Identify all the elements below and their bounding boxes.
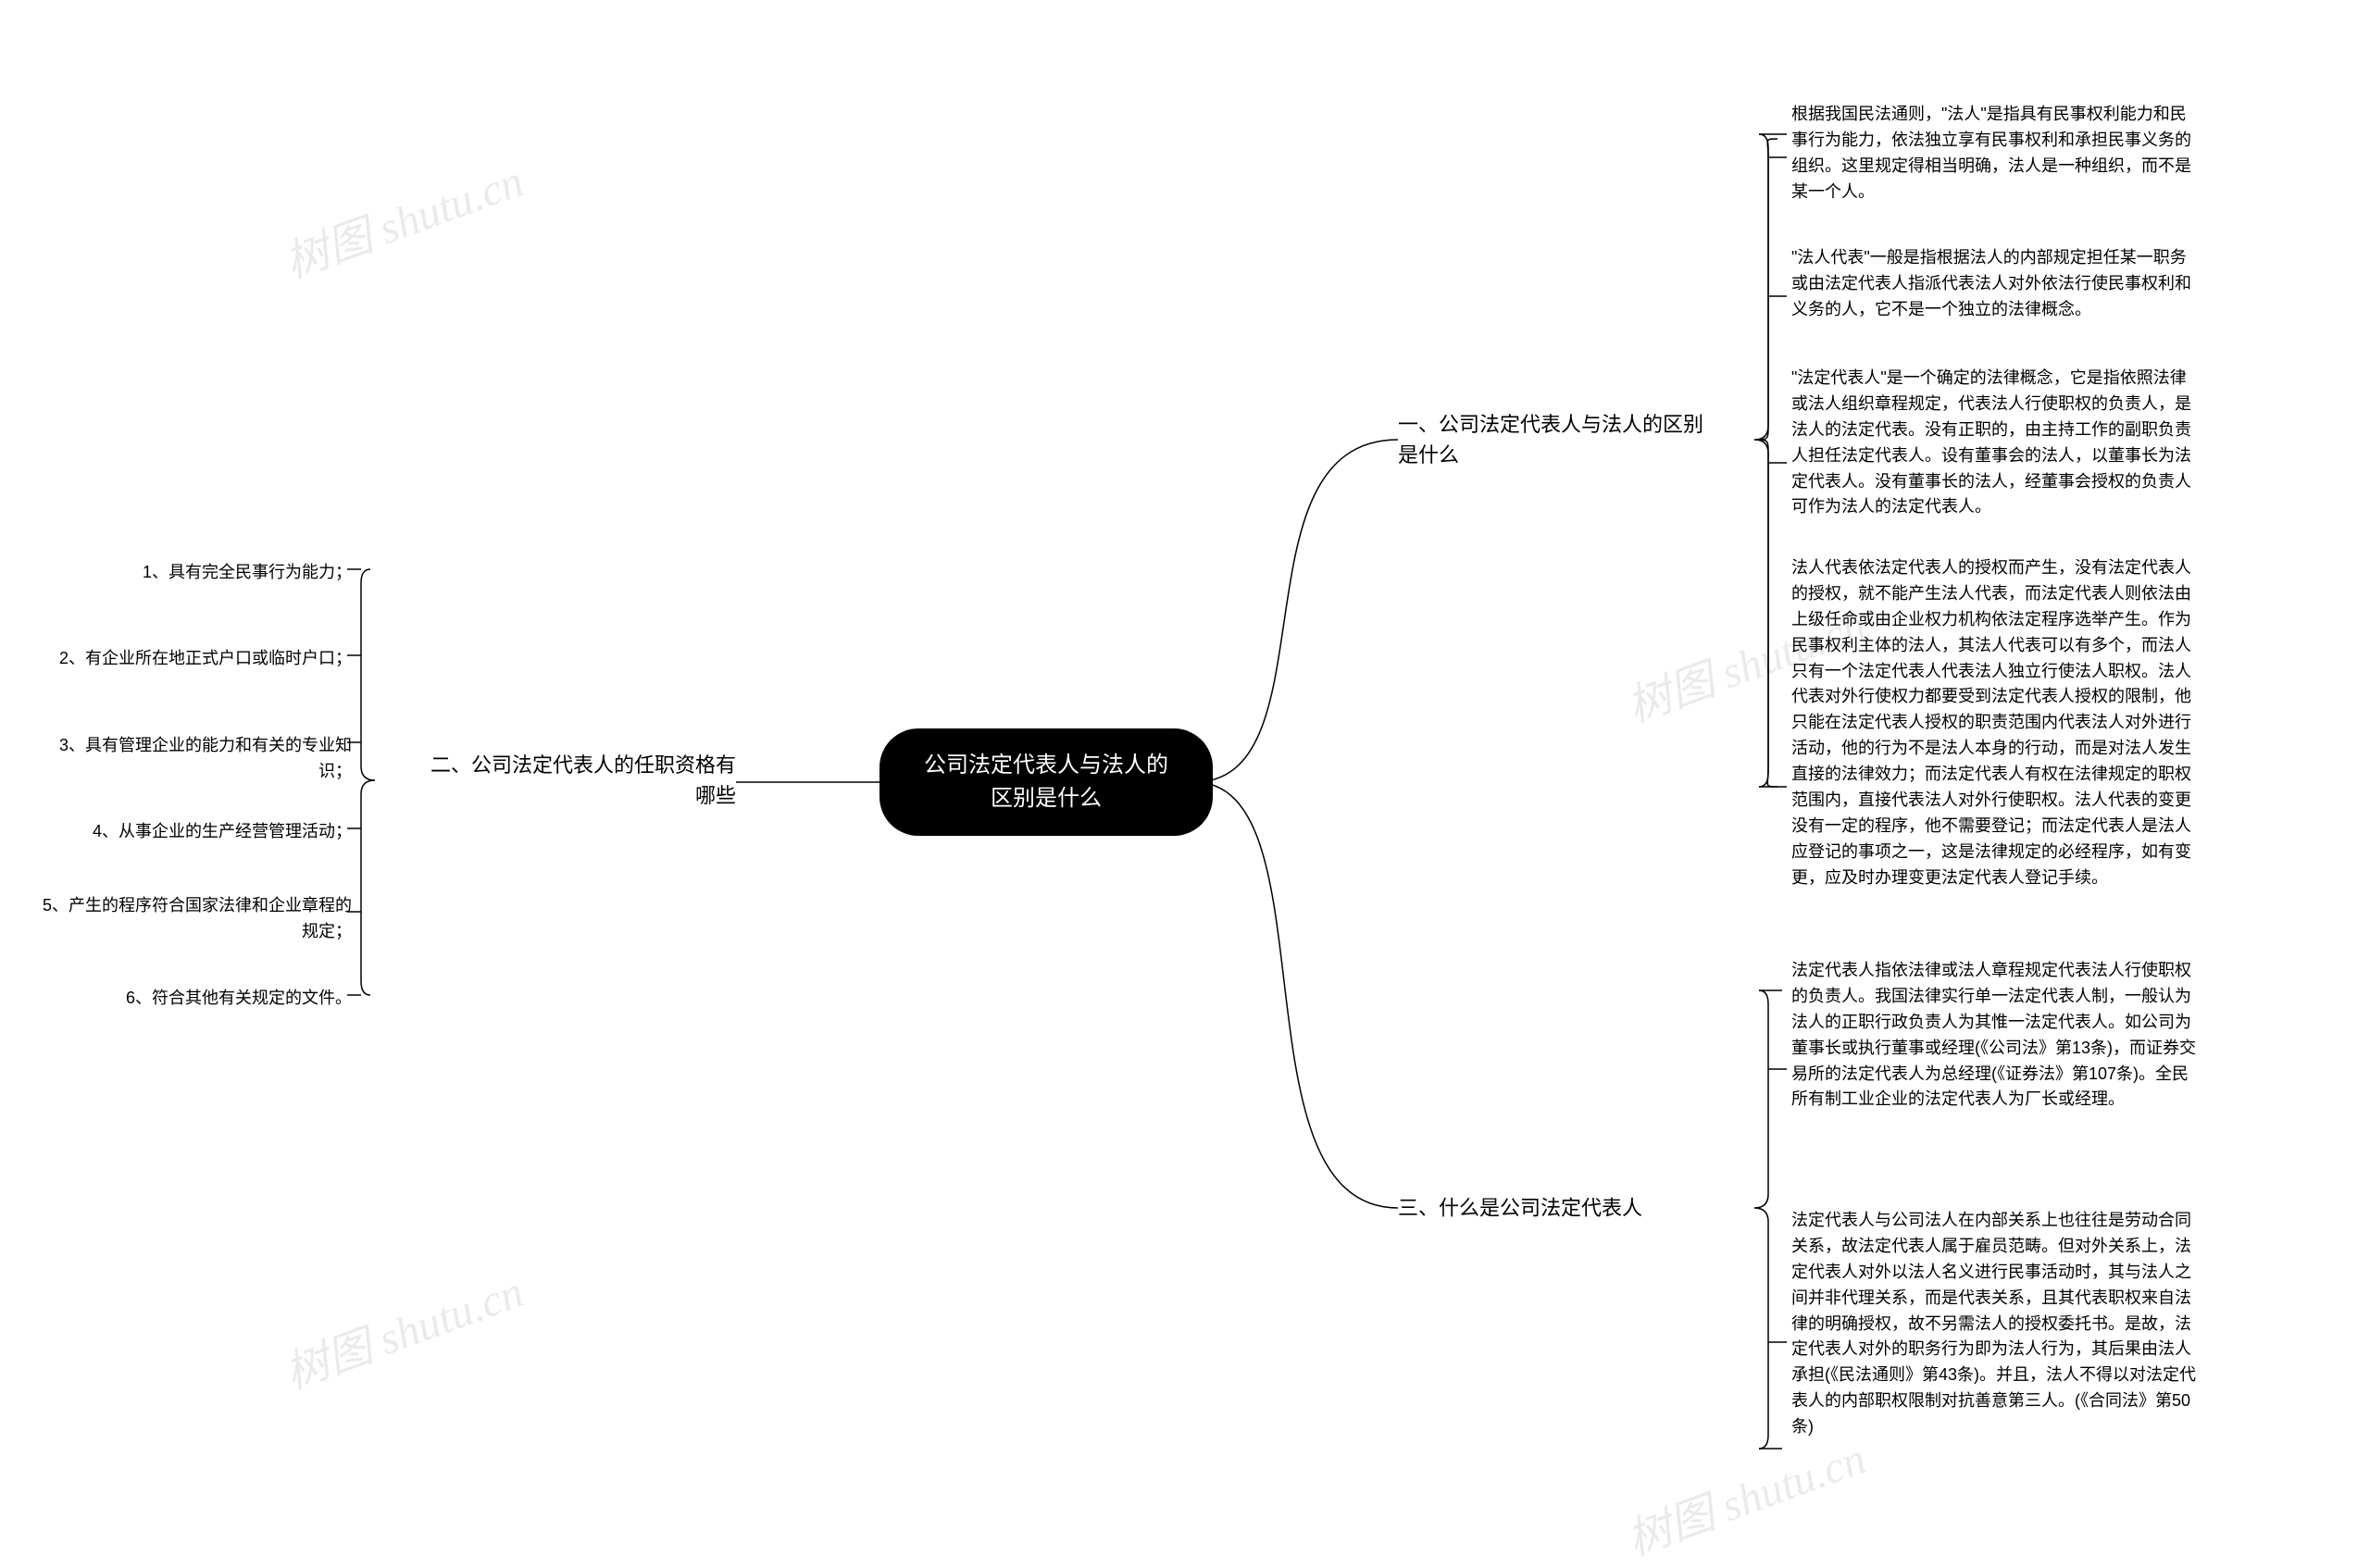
leaf-l1-1: 2、有企业所在地正式户口或临时户口； xyxy=(37,646,352,672)
branch-l1: 二、公司法定代表人的任职资格有 哪些 xyxy=(384,750,736,811)
leaf-l1-2: 3、具有管理企业的能力和有关的专业知识； xyxy=(37,733,352,785)
branch-r1-l1: 一、公司法定代表人与法人的区别 xyxy=(1398,409,1750,440)
leaf-r1-0: 根据我国民法通则，"法人"是指具有民事权利能力和民事行为能力，依法独立享有民事权… xyxy=(1791,102,2199,205)
branch-r2-l1: 三、什么是公司法定代表人 xyxy=(1398,1193,1750,1224)
leaf-l1-0: 1、具有完全民事行为能力； xyxy=(37,560,352,586)
leaf-l1-5: 6、符合其他有关规定的文件。 xyxy=(37,986,352,1012)
leaf-r1-2: "法定代表人"是一个确定的法律概念，它是指依照法律或法人组织章程规定，代表法人行… xyxy=(1791,366,2199,520)
leaf-r2-1: 法定代表人与公司法人在内部关系上也往往是劳动合同关系，故法定代表人属于雇员范畴。… xyxy=(1791,1208,2203,1440)
leaf-l1-3: 4、从事企业的生产经营管理活动； xyxy=(37,819,352,845)
branch-r1: 一、公司法定代表人与法人的区别 是什么 xyxy=(1398,409,1750,470)
leaf-r1-3: 法人代表依法定代表人的授权而产生，没有法定代表人的授权，就不能产生法人代表，而法… xyxy=(1791,555,2203,891)
branch-l1-l2: 哪些 xyxy=(384,780,736,811)
branch-r1-l2: 是什么 xyxy=(1398,440,1750,470)
center-node: 公司法定代表人与法人的 区别是什么 xyxy=(879,728,1213,836)
center-title-l2: 区别是什么 xyxy=(924,782,1168,815)
leaf-r2-0: 法定代表人指依法律或法人章程规定代表法人行使职权的负责人。我国法律实行单一法定代… xyxy=(1791,958,2199,1113)
center-title-l1: 公司法定代表人与法人的 xyxy=(924,749,1168,782)
branch-r2: 三、什么是公司法定代表人 xyxy=(1398,1193,1750,1224)
mindmap-container: 树图 shutu.cn 树图 shutu.cn 树图 shutu.cn 树图 s… xyxy=(0,0,2370,1564)
branch-l1-l1: 二、公司法定代表人的任职资格有 xyxy=(384,750,736,780)
leaf-l1-4: 5、产生的程序符合国家法律和企业章程的规定； xyxy=(37,893,352,945)
leaf-r1-1: "法人代表"一般是指根据法人的内部规定担任某一职务或由法定代表人指派代表法人对外… xyxy=(1791,245,2199,323)
